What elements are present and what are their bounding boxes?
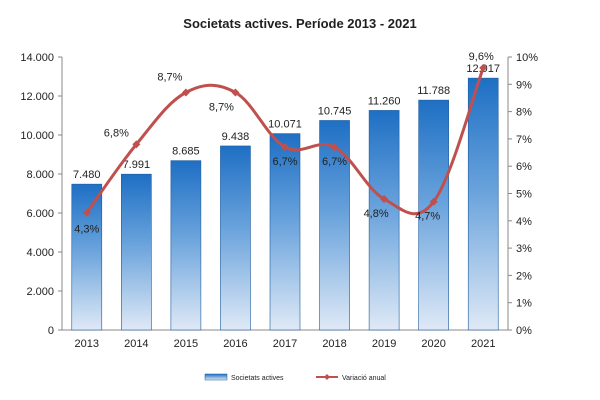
- x-tick-label: 2020: [421, 338, 445, 350]
- y-left-tick-label: 0: [48, 325, 54, 337]
- y-right-tick-label: 0%: [516, 325, 532, 337]
- y-right-tick-label: 10%: [516, 52, 538, 64]
- y-left-tick-label: 14.000: [20, 52, 54, 64]
- bar-data-label: 11.260: [368, 95, 401, 107]
- bar-labels: 7.480 7.991 8.685 9.438 10.071 10.745 11.260 11…: [73, 63, 500, 181]
- line-data-label: 9,6%: [469, 51, 494, 63]
- legend: Societats actives Variació anual: [204, 373, 386, 382]
- y-right-tick-label: 1%: [516, 298, 532, 310]
- bar-data-label: 10.745: [318, 105, 352, 117]
- bar-data-label: 11.788: [417, 85, 450, 97]
- y-left-tick-label: 10.000: [20, 130, 54, 142]
- bar: [121, 173, 152, 331]
- line-data-label: 6,7%: [272, 156, 297, 168]
- line-point: [132, 140, 141, 149]
- line-point: [479, 63, 488, 72]
- y-right-tick-label: 8%: [516, 107, 532, 119]
- y-right-tick-label: 7%: [516, 134, 532, 146]
- legend-swatch-bars: [204, 373, 228, 381]
- bars: [71, 77, 499, 331]
- line-point: [82, 208, 91, 217]
- line-series: [82, 63, 488, 217]
- y-right-tick-label: 9%: [516, 79, 532, 91]
- legend-label-line: Variació anual: [342, 375, 386, 382]
- line-point: [231, 88, 240, 97]
- bar: [170, 160, 202, 331]
- bar-data-label: 10.071: [268, 119, 302, 131]
- y-left-tick-label: 2.000: [26, 286, 54, 298]
- line-point: [330, 143, 339, 152]
- line-point: [380, 194, 389, 203]
- y-right-tick-label: 3%: [516, 243, 532, 255]
- line-data-label: 8,7%: [209, 101, 234, 113]
- line-data-label: 6,8%: [104, 127, 129, 139]
- x-tick-label: 2017: [273, 338, 297, 350]
- y-right-tick-label: 5%: [516, 189, 532, 201]
- line-data-label: 8,7%: [157, 71, 182, 83]
- bar-data-label: 7.991: [123, 159, 151, 171]
- legend-marker-line: [324, 374, 330, 380]
- bar: [71, 183, 103, 331]
- bar-data-label: 8.685: [172, 146, 200, 158]
- chart-title: Societats actives. Període 2013 - 2021: [183, 16, 416, 31]
- axes: 0 2.000 4.000 6.000 8.000 10.000 12.000 14.000 0…: [20, 52, 538, 350]
- y-left-tick-label: 12.000: [20, 91, 54, 103]
- bar: [319, 120, 350, 331]
- y-right-tick-label: 4%: [516, 216, 532, 228]
- line-point: [429, 197, 438, 206]
- line-data-label: 6,7%: [322, 156, 347, 168]
- x-tick-label: 2019: [372, 338, 396, 350]
- x-tick-label: 2015: [174, 338, 198, 350]
- bar-data-label: 9.438: [222, 131, 250, 143]
- line-labels: 4,3% 6,8% 8,7% 8,7% 6,7% 6,7% 4,8% 4,7% 9,6%: [74, 51, 494, 236]
- x-tick-label: 2021: [471, 338, 495, 350]
- line-point: [181, 88, 190, 97]
- line-point: [281, 143, 289, 152]
- x-tick-label: 2018: [322, 338, 346, 350]
- y-left-tick-label: 6.000: [26, 208, 54, 220]
- line-data-label: 4,8%: [364, 208, 389, 220]
- x-tick-label: 2016: [223, 338, 247, 350]
- legend-label-bars: Societats actives: [231, 375, 284, 382]
- y-left-tick-label: 4.000: [26, 247, 54, 259]
- x-tick-label: 2013: [75, 338, 99, 350]
- line-data-label: 4,3%: [74, 224, 99, 236]
- y-right-tick-label: 2%: [516, 270, 532, 282]
- bar: [418, 99, 449, 331]
- y-left-tick-label: 8.000: [26, 169, 54, 181]
- bar-data-label: 7.480: [73, 169, 101, 181]
- bar: [467, 77, 499, 331]
- line-data-label: 4,7%: [415, 211, 440, 223]
- bar: [220, 145, 251, 331]
- x-tick-label: 2014: [124, 338, 148, 350]
- bar: [269, 133, 301, 331]
- y-right-tick-label: 6%: [516, 161, 532, 173]
- bar: [368, 110, 400, 331]
